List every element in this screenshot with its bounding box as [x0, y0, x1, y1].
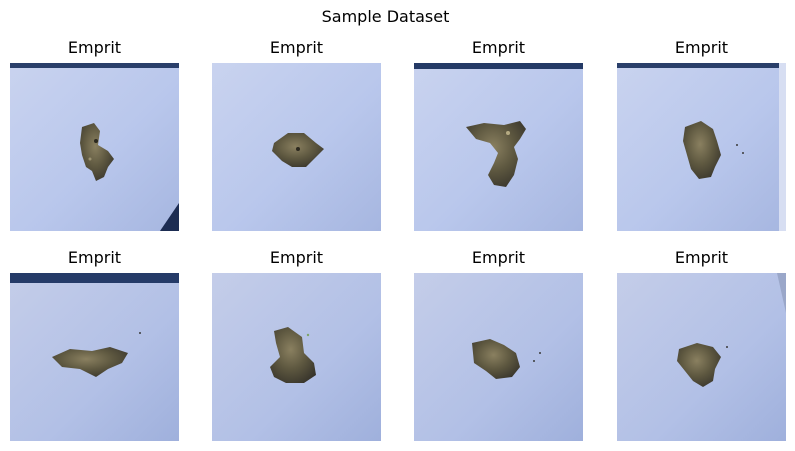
sample-title: Emprit — [67, 38, 122, 57]
sample-photo — [617, 273, 786, 441]
sample-photo — [212, 63, 381, 231]
sample-photo — [10, 63, 179, 231]
sample-title: Emprit — [471, 38, 526, 57]
sample-title: Emprit — [269, 38, 324, 57]
sample-photo — [212, 273, 381, 441]
sample-title: Emprit — [674, 38, 729, 57]
sample-photo — [414, 63, 583, 231]
sample-photo — [414, 273, 583, 441]
sample-title: Emprit — [67, 248, 122, 267]
sample-photo — [617, 63, 786, 231]
sample-photo — [10, 273, 179, 441]
figure-title: Sample Dataset — [321, 7, 450, 26]
sample-title: Emprit — [674, 248, 729, 267]
sample-title: Emprit — [269, 248, 324, 267]
sample-title: Emprit — [471, 248, 526, 267]
